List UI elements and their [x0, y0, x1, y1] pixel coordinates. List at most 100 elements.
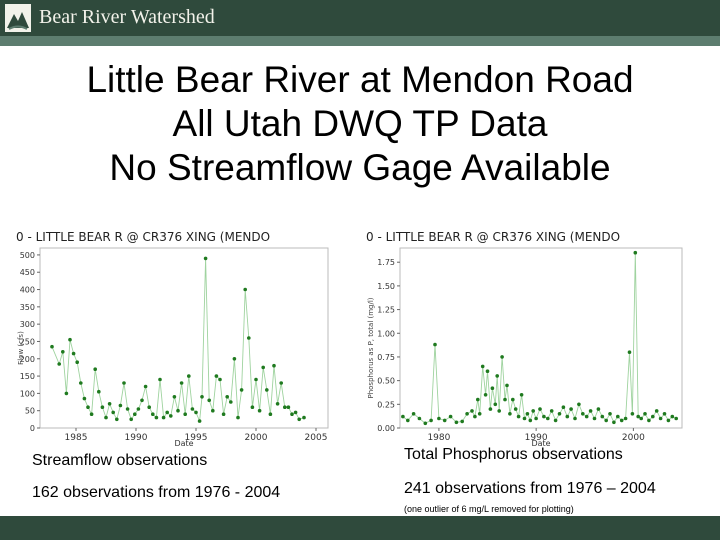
data-point	[600, 414, 605, 419]
x-axis-label: Date	[531, 439, 550, 448]
data-point	[662, 412, 667, 416]
title-line-1: Little Bear River at Mendon Road	[86, 59, 634, 100]
y-tick-label: 250	[20, 337, 35, 346]
data-point	[565, 414, 570, 419]
data-point	[651, 414, 655, 419]
data-point	[505, 383, 509, 388]
data-point	[596, 407, 601, 411]
x-tick-label: 1990	[125, 433, 148, 443]
data-point	[516, 414, 521, 419]
chart-title: 0 - LITTLE BEAR R @ CR376 XING (MENDO	[16, 230, 270, 244]
data-point	[203, 256, 208, 261]
data-point	[147, 405, 151, 409]
footer-bar	[0, 516, 720, 540]
data-point	[136, 407, 141, 411]
data-point	[470, 409, 474, 413]
data-point	[111, 410, 115, 415]
data-point	[549, 409, 554, 413]
x-tick-label: 1990	[525, 433, 548, 443]
x-tick-label: 1985	[65, 433, 88, 443]
y-tick-label: 1.75	[377, 258, 395, 267]
data-point	[275, 402, 280, 406]
data-point	[297, 417, 302, 422]
data-point	[61, 350, 65, 354]
data-point	[254, 377, 258, 382]
data-point	[528, 418, 533, 423]
x-tick-label: 1980	[427, 433, 450, 443]
data-point	[557, 412, 562, 416]
data-point	[429, 418, 433, 423]
y-axis-label: Phosphorus as P, total (mg/l)	[367, 297, 375, 398]
data-point	[674, 416, 678, 421]
data-point	[647, 418, 651, 423]
streamflow-count: 162 observations from 1976 - 2004	[32, 484, 281, 501]
y-tick-label: 0.75	[377, 353, 395, 362]
y-tick-label: 100	[20, 389, 35, 398]
data-point	[401, 414, 405, 419]
data-point	[460, 419, 464, 424]
data-point	[225, 395, 229, 399]
data-point	[473, 414, 477, 419]
data-point	[465, 412, 469, 416]
data-point	[569, 407, 573, 411]
y-tick-label: 1.25	[377, 306, 395, 315]
data-point	[604, 418, 608, 423]
streamflow-caption: Streamflow observations	[32, 452, 208, 469]
data-point	[503, 397, 507, 402]
chart-title: 0 - LITTLE BEAR R @ CR376 XING (MENDO	[366, 230, 620, 244]
x-tick-label: 1995	[185, 433, 208, 443]
y-tick-label: 350	[20, 303, 35, 312]
data-point	[483, 393, 488, 397]
brand-name: Bear River Watershed	[39, 6, 215, 28]
data-point	[172, 395, 177, 399]
data-point	[71, 351, 76, 356]
data-point	[658, 416, 663, 421]
y-tick-label: 0.25	[377, 400, 395, 409]
x-tick-label: 2000	[622, 433, 645, 443]
data-point	[627, 350, 632, 354]
data-point	[493, 402, 498, 407]
data-point	[194, 410, 198, 415]
data-point	[89, 412, 94, 416]
data-point	[68, 337, 72, 342]
data-point	[279, 381, 284, 385]
data-point	[197, 419, 202, 423]
data-point	[247, 336, 251, 340]
outlier-note: (one outlier of 6 mg/L removed for plott…	[404, 504, 574, 514]
data-point	[477, 412, 482, 416]
data-point	[519, 393, 524, 397]
data-point	[93, 367, 97, 371]
data-point	[154, 415, 159, 420]
data-point	[290, 412, 294, 416]
data-point	[411, 412, 416, 416]
data-point	[619, 418, 624, 423]
data-point	[538, 407, 542, 411]
data-point	[485, 369, 490, 373]
data-point	[612, 420, 616, 425]
title-line-3: No Streamflow Gage Available	[109, 147, 611, 188]
data-point	[140, 398, 144, 403]
data-point	[261, 365, 265, 370]
y-tick-label: 1.00	[377, 329, 395, 338]
data-point	[525, 412, 530, 416]
y-tick-label: 150	[20, 372, 35, 381]
y-tick-label: 1.50	[377, 282, 395, 291]
data-point	[654, 409, 659, 413]
plot-area	[39, 247, 329, 429]
data-point	[190, 407, 195, 411]
data-point	[513, 407, 518, 411]
phosphorus-count: 241 observations from 1976 – 2004	[404, 480, 656, 497]
data-point	[666, 418, 671, 423]
data-point	[573, 416, 577, 421]
y-tick-label: 400	[20, 286, 35, 295]
y-tick-label: 0.50	[377, 377, 395, 386]
data-point	[546, 416, 550, 421]
data-point	[577, 402, 581, 407]
data-point	[268, 412, 273, 416]
data-point	[243, 287, 247, 292]
data-point	[229, 400, 233, 404]
data-point	[437, 416, 441, 421]
data-point	[100, 405, 105, 409]
streamflow-chart: 0 - LITTLE BEAR R @ CR376 XING (MENDO 0 50…	[16, 230, 346, 448]
data-point	[257, 408, 262, 413]
